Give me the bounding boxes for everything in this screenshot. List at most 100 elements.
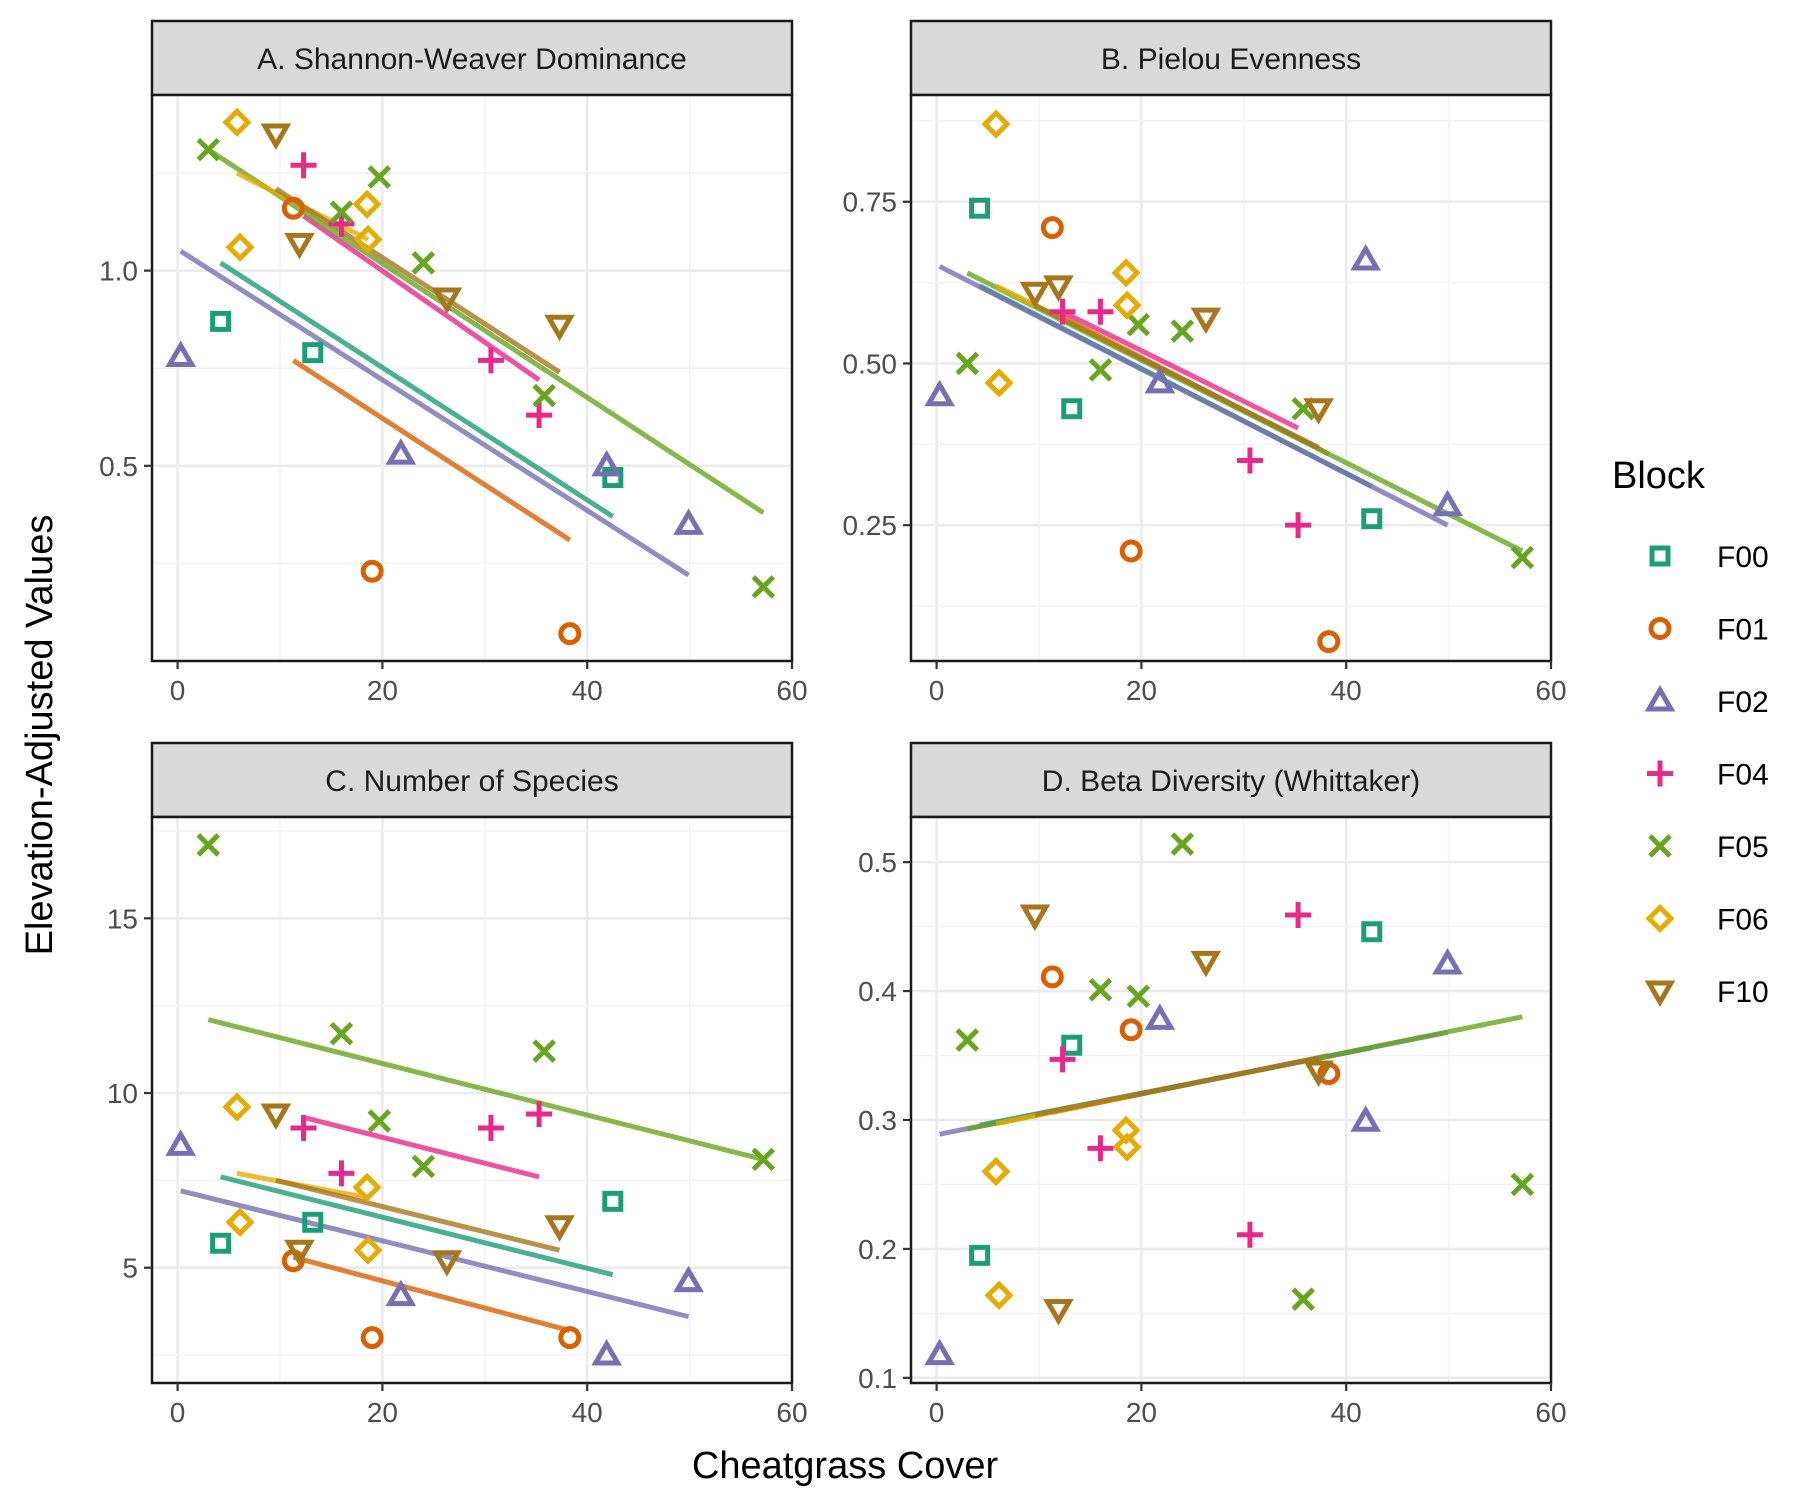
panel-title: C. Number of Species: [325, 765, 618, 798]
data-point-f05: [1088, 977, 1113, 1002]
data-point-f10: [544, 1215, 575, 1242]
data-point-f04: [526, 402, 553, 429]
y-tick-label: 0.3: [858, 1105, 897, 1136]
y-tick-label: 1.0: [99, 256, 138, 287]
data-point-f02: [924, 379, 956, 407]
x-tick-label: 40: [572, 675, 603, 706]
plot-area: [911, 95, 1551, 661]
data-point-f06: [225, 232, 255, 262]
data-point-f05: [532, 1039, 556, 1063]
y-axis: 0.1 0.2 0.3 0.4 0.5: [858, 847, 911, 1394]
legend-key-f05: [1648, 834, 1672, 858]
data-point-f04: [1236, 1221, 1263, 1248]
data-point-f01: [1119, 1018, 1143, 1042]
data-point-f02: [385, 438, 417, 465]
data-point-f10: [431, 287, 463, 314]
panel-title: D. Beta Diversity (Whittaker): [1042, 765, 1420, 798]
x-axis: 0 20 40 60: [170, 1383, 808, 1428]
data-point-f02: [1432, 947, 1463, 975]
fit-line-f04: [1061, 309, 1300, 431]
data-point-f02: [673, 508, 704, 535]
data-point-f06: [981, 1157, 1011, 1187]
fit-line-f10: [1033, 302, 1320, 450]
legend-label: F04: [1717, 759, 1769, 792]
data-point-f00: [210, 1232, 232, 1254]
data-points: [165, 107, 776, 646]
data-point-f10: [1019, 904, 1051, 931]
data-point-f01: [360, 1326, 384, 1350]
data-point-f05: [196, 137, 221, 162]
y-tick-label: 0.5: [858, 847, 897, 878]
data-point-f06: [352, 189, 382, 219]
data-point-f10: [260, 1103, 292, 1130]
data-point-f06: [984, 368, 1014, 398]
data-point-f05: [1126, 984, 1151, 1008]
x-tick-label: 60: [1535, 675, 1566, 706]
legend-key-f02: [1644, 685, 1676, 712]
data-point-f05: [411, 1154, 436, 1179]
fit-line-f10: [1034, 1055, 1320, 1118]
legend-key-f04: [1647, 760, 1673, 787]
plot-area: [152, 817, 792, 1383]
data-point-f10: [284, 232, 315, 260]
x-tick-label: 20: [1126, 675, 1157, 706]
data-point-f01: [1040, 216, 1064, 240]
data-point-f05: [411, 251, 436, 275]
x-axis: 0 20 40 60: [929, 661, 1567, 706]
data-point-f04: [1087, 1135, 1114, 1162]
data-points: [924, 832, 1535, 1366]
fit-line-f04: [302, 1115, 540, 1180]
y-tick-label: 5: [122, 1253, 138, 1284]
legend-item-f01: F01: [1648, 614, 1769, 647]
data-point-f02: [1350, 1105, 1381, 1132]
data-point-f02: [1350, 243, 1381, 271]
y-tick-label: 0.5: [99, 451, 138, 482]
fit-line-f01: [292, 1254, 571, 1334]
panel-strip: [909, 741, 1553, 819]
data-point-f06: [1111, 258, 1141, 288]
legend-item-f00: F00: [1649, 541, 1769, 574]
data-point-f06: [222, 1092, 252, 1122]
data-point-f04: [328, 1160, 355, 1187]
x-axis: 0 20 40 60: [170, 661, 808, 706]
data-point-f04: [526, 1100, 553, 1127]
data-point-f00: [969, 1244, 991, 1266]
y-tick-label: 10: [107, 1078, 138, 1109]
data-points: [165, 833, 776, 1366]
data-point-f06: [1112, 290, 1142, 320]
legend-label: F05: [1717, 831, 1769, 864]
fit-line-f00: [219, 260, 615, 519]
data-point-f10: [1043, 1299, 1074, 1326]
y-tick-label: 0.1: [858, 1363, 897, 1394]
fit-line-f04: [302, 213, 541, 383]
data-point-f02: [924, 1338, 956, 1366]
y-tick-label: 15: [107, 903, 138, 934]
data-point-f00: [302, 1211, 324, 1233]
chart-panels: A. Shannon-Weaver Dominance 0 20 40 60 0.5 1.0…: [99, 19, 1567, 1428]
fit-lines: [180, 1017, 764, 1334]
data-point-f05: [1510, 545, 1535, 570]
fit-lines: [939, 1014, 1523, 1137]
data-point-f04: [1285, 512, 1312, 539]
x-tick-label: 0: [170, 1397, 186, 1428]
data-point-f05: [1170, 319, 1195, 343]
legend-label: F10: [1717, 976, 1769, 1009]
x-tick-label: 60: [776, 1397, 807, 1428]
x-tick-label: 0: [929, 675, 945, 706]
data-point-f00: [602, 1190, 624, 1212]
panel-c: C. Number of Species 0 20 40 60 5 10 15: [107, 741, 808, 1428]
data-point-f06: [1111, 1115, 1141, 1145]
y-tick-label: 0.4: [858, 976, 897, 1007]
y-axis: 5 10 15: [107, 903, 152, 1284]
y-tick-label: 0.2: [858, 1234, 897, 1265]
legend-item-f05: F05: [1648, 831, 1769, 864]
data-point-f00: [1061, 1034, 1083, 1056]
data-point-f01: [558, 622, 582, 646]
data-point-f01: [281, 196, 305, 220]
x-tick-label: 20: [367, 675, 398, 706]
fit-line-f02: [938, 264, 1449, 528]
x-tick-label: 60: [1535, 1397, 1566, 1428]
x-tick-label: 0: [170, 675, 186, 706]
data-point-f05: [1126, 312, 1151, 337]
data-point-f05: [1088, 358, 1113, 382]
